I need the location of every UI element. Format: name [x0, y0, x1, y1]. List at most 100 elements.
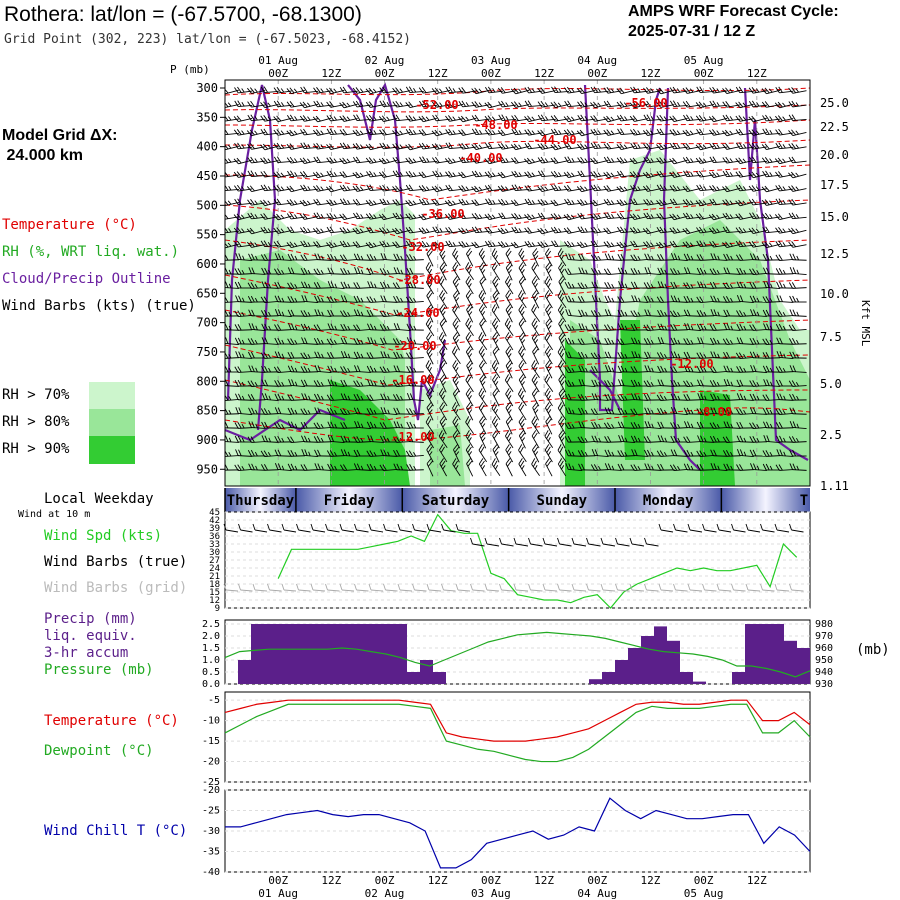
grid-barb-flag	[296, 583, 299, 591]
height-tick: 1.11	[820, 479, 849, 493]
wind-barb	[439, 458, 447, 477]
wind-barb	[511, 226, 530, 234]
wind-barb	[339, 213, 358, 221]
wind-barb	[524, 100, 543, 108]
wind-barb	[466, 248, 474, 267]
wind-barb	[225, 101, 239, 108]
hour-label-top: 12Z	[534, 67, 554, 80]
wind-barb	[696, 296, 715, 304]
wind-barb	[300, 142, 319, 150]
wind-barb	[392, 114, 411, 122]
wind-barb	[735, 352, 754, 360]
wind-barb	[558, 430, 566, 449]
wind-barb	[327, 463, 345, 471]
surface-barb	[530, 543, 543, 547]
wind-barb	[465, 318, 474, 337]
wind-barb	[531, 416, 540, 435]
surface-barb	[544, 543, 558, 547]
wind-barb	[235, 406, 253, 416]
wind-barb	[544, 276, 554, 295]
wind-barb	[492, 388, 500, 407]
pressure-tick: 850	[196, 404, 218, 418]
wind-barb	[392, 241, 411, 248]
wind-barb	[617, 267, 636, 275]
wind-barb	[314, 463, 332, 471]
wind-speed-line	[277, 513, 798, 609]
wind-barb	[644, 407, 662, 415]
wind-barb	[762, 407, 781, 415]
surface-barb-flag	[368, 523, 372, 531]
pressure-tick: 700	[196, 316, 218, 330]
wind-barb	[630, 422, 649, 429]
wind-barb	[565, 308, 583, 318]
grid-barb	[312, 589, 326, 592]
surface-barb-flag	[513, 537, 517, 545]
pressure-tick: 750	[196, 345, 218, 359]
precip-ytick: 1.5	[202, 643, 220, 654]
wind-barb	[775, 323, 794, 331]
grid-barb-flag	[499, 583, 502, 591]
wind-barb	[776, 435, 794, 443]
wind-barb	[260, 86, 279, 94]
wind-barb	[484, 213, 503, 221]
wind-barb	[511, 157, 530, 164]
wind-barb	[591, 366, 609, 373]
wind-barb	[631, 337, 649, 345]
wind-barb	[657, 309, 675, 317]
forecast-cycle-label: AMPS WRF Forecast Cycle:	[628, 3, 839, 20]
wind-barb	[287, 351, 306, 359]
wind-barb	[426, 248, 434, 267]
wind-barb	[563, 185, 583, 192]
grid-barb-flag	[339, 583, 343, 591]
wind-barb	[452, 276, 461, 295]
wind-barb	[445, 142, 464, 150]
wind-barb	[247, 449, 266, 457]
hour-label-bottom: 00Z	[268, 874, 288, 887]
wind-barb	[287, 226, 306, 234]
wind-barb	[604, 324, 622, 331]
wind-barb	[425, 262, 435, 281]
wind-barb	[484, 115, 503, 122]
wind-barb	[604, 282, 622, 289]
wind-barb	[287, 309, 306, 317]
wind-ytick: 18	[209, 580, 220, 590]
wind-barb	[299, 199, 319, 207]
wind-barb	[564, 156, 583, 164]
wind-barb	[722, 226, 741, 234]
wind-barb	[696, 464, 715, 471]
wind-barb	[478, 458, 487, 477]
legend-rh70: RH > 70%	[2, 387, 70, 403]
wind-barb	[260, 296, 279, 304]
wind-barb	[723, 421, 741, 429]
wind-barb	[300, 366, 319, 373]
wind-barb	[452, 430, 461, 449]
wind-barb	[505, 248, 513, 267]
wind-barb	[709, 268, 728, 275]
wind-barb	[669, 100, 688, 108]
surface-barb-flag	[267, 523, 270, 531]
wind-barb	[392, 282, 411, 289]
wind-barb	[591, 267, 609, 275]
wind-barb	[603, 100, 622, 108]
legend-precip: Precip (mm)	[44, 611, 137, 627]
wind-barb	[643, 436, 662, 443]
wind-barb	[326, 394, 345, 401]
wind-barb	[762, 114, 781, 122]
wind-barb	[392, 100, 411, 108]
grid-barb	[269, 589, 282, 592]
wind-barb	[478, 332, 488, 350]
wind-barb	[260, 240, 279, 248]
wind-barb	[287, 282, 306, 290]
surface-barb-flag	[484, 537, 488, 545]
weekday-title: Local Weekday	[44, 491, 154, 507]
wind-barb	[517, 388, 527, 406]
surface-barb	[675, 529, 688, 533]
wind-barb	[498, 100, 517, 108]
wind-barb	[736, 408, 754, 415]
weekday-label: Friday	[324, 493, 375, 509]
wind-barb	[657, 267, 675, 275]
isotherm-label: -32.00	[401, 240, 444, 254]
legend-rh80: RH > 80%	[2, 414, 70, 430]
wind-barb	[532, 290, 540, 309]
cross-section-frame	[224, 79, 811, 487]
